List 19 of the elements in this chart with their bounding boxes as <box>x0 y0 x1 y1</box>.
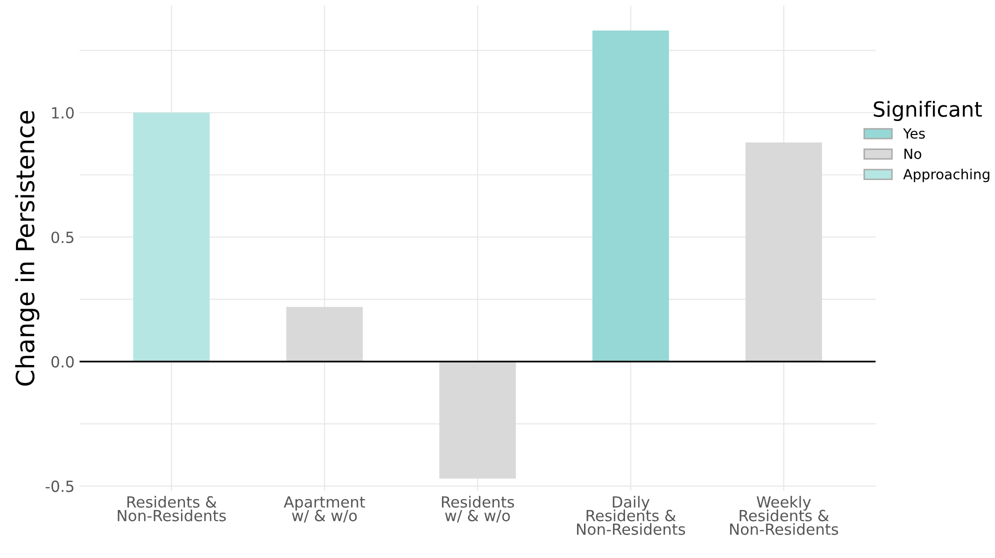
x-tick-label: Daily Residents & Non-Residents <box>577 496 686 535</box>
legend-label: No <box>904 148 922 160</box>
legend-title: Significant <box>874 100 982 122</box>
bar <box>133 112 210 362</box>
legend-label: Yes <box>903 128 925 139</box>
y-tick-label: 1.0 <box>52 107 74 119</box>
bar <box>592 30 669 362</box>
x-tick-label: Residents & Non-Residents <box>118 496 226 522</box>
y-axis-title: Change in Persistence <box>15 110 40 386</box>
bar <box>439 362 516 479</box>
bar <box>286 306 363 362</box>
x-tick-label: Residents w/ & w/o <box>442 496 514 523</box>
y-tick-label: -0.5 <box>46 480 74 492</box>
bar <box>745 142 822 362</box>
legend-label: Approaching <box>903 168 990 182</box>
x-tick-label: Apartment w/ & w/o <box>284 496 366 523</box>
x-tick-label: Weekly Residents & Non-Residents <box>730 496 838 535</box>
y-tick-label: 0.0 <box>51 356 74 368</box>
y-tick-label: 0.5 <box>51 232 74 244</box>
